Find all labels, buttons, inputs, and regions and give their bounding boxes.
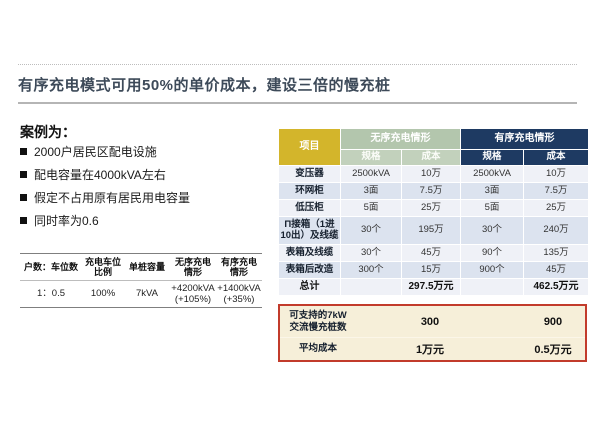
total-ordered-spec	[461, 279, 523, 295]
cost-header-row: 项目 无序充电情形 有序充电情形	[279, 129, 588, 165]
capacity-pile-capacity-value: 7kVA	[135, 288, 158, 300]
highlight-label: 可支持的7kW 交流慢充桩数	[289, 310, 347, 333]
capacity-ordered-value: +1400kVA (+35%)	[217, 282, 261, 305]
cost-row-meter-retrofit: 表箱后改造 300个 15万 900个 45万	[279, 262, 588, 278]
unordered-cost: 7.5万	[402, 183, 460, 199]
item-label: Π接箱（1进10出）及线缆	[279, 217, 340, 244]
highlight-ordered-value: 900	[543, 315, 563, 328]
item-label: 表箱及线缆	[279, 245, 340, 261]
unordered-spec: 30个	[341, 245, 401, 261]
item-label: 低压柜	[279, 200, 340, 216]
cost-row-meter-box: 表箱及线缆 30个 45万 90个 135万	[279, 245, 588, 261]
capacity-header-ordered: 有序充电 情形	[216, 253, 262, 281]
case-bullet: 同时率为0.6	[20, 212, 270, 229]
ordered-spec: 90个	[461, 245, 523, 261]
ordered-spec: 2500kVA	[461, 166, 523, 182]
cost-row-transformer: 变压器 2500kVA 10万 2500kVA 10万	[279, 166, 588, 182]
highlight-result-box: 可支持的7kW 交流慢充桩数 300 900 平均成本 1万元 0.5万元	[278, 304, 587, 362]
unordered-cost: 15万	[402, 262, 460, 278]
total-unordered-spec	[341, 279, 401, 295]
case-bullet: 配电容量在4000kVA左右	[20, 166, 270, 183]
highlight-ordered-value: 0.5万元	[534, 344, 572, 356]
case-bullet-label: 2000户居民区配电设施	[34, 145, 157, 159]
case-bullet-label: 同时率为0.6	[34, 214, 99, 228]
cost-row-junction-box: Π接箱（1进10出）及线缆 30个 195万 30个 240万	[279, 217, 588, 244]
unordered-cost: 10万	[402, 166, 460, 182]
case-bullet: 2000户居民区配电设施	[20, 143, 270, 160]
capacity-charge-ratio-value: 100%	[90, 288, 116, 300]
bullet-square-icon	[20, 148, 27, 155]
capacity-ratio-value: 1：0.5	[37, 288, 65, 300]
unordered-cost: 45万	[402, 245, 460, 261]
total-unordered-cost: 297.5万元	[402, 279, 460, 295]
ordered-cost: 240万	[524, 217, 588, 244]
cost-header-unordered: 无序充电情形	[341, 129, 460, 149]
cost-subheader-spec-ordered: 规格	[461, 150, 523, 165]
capacity-header-row: 户数：车位数 充电车位 比例 单桩容量 无序充电 情形 有序充电 情形	[20, 253, 262, 281]
highlight-row-average-cost: 平均成本 1万元 0.5万元	[280, 337, 585, 360]
total-ordered-cost: 462.5万元	[524, 279, 588, 295]
cost-subheader-cost-unordered: 成本	[402, 150, 460, 165]
capacity-summary-table: 户数：车位数 充电车位 比例 单桩容量 无序充电 情形 有序充电 情形 1：0.…	[20, 253, 262, 308]
highlight-unordered-value: 1万元	[415, 344, 445, 356]
ordered-spec: 5面	[461, 200, 523, 216]
highlight-unordered-value: 300	[420, 315, 440, 328]
cost-row-ring-cabinet: 环网柜 3面 7.5万 3面 7.5万	[279, 183, 588, 199]
capacity-data-row: 1：0.5 100% 7kVA +4200kVA (+105%) +1400kV…	[20, 281, 262, 308]
cost-comparison-table: 项目 无序充电情形 有序充电情形 规格 成本 规格 成本 变压器 2500kVA…	[278, 128, 589, 296]
ordered-cost: 10万	[524, 166, 588, 182]
item-label: 表箱后改造	[279, 262, 340, 278]
case-bullet-label: 配电容量在4000kVA左右	[34, 168, 166, 182]
unordered-spec: 300个	[341, 262, 401, 278]
ordered-spec: 30个	[461, 217, 523, 244]
cost-header-ordered: 有序充电情形	[461, 129, 588, 149]
case-bullet: 假定不占用原有居民用电容量	[20, 189, 270, 206]
capacity-header-ratio: 户数：车位数	[20, 253, 82, 281]
item-label: 环网柜	[279, 183, 340, 199]
highlight-label: 平均成本	[298, 343, 337, 355]
ordered-cost: 25万	[524, 200, 588, 216]
cost-row-total: 总计 297.5万元 462.5万元	[279, 279, 588, 295]
bullet-square-icon	[20, 171, 27, 178]
cost-subheader-row: 规格 成本 规格 成本	[279, 150, 588, 165]
unordered-spec: 5面	[341, 200, 401, 216]
bullet-square-icon	[20, 194, 27, 201]
case-heading: 案例为：	[20, 124, 76, 140]
capacity-unordered-value: +4200kVA (+105%)	[171, 282, 215, 305]
capacity-header-pile-capacity: 单桩容量	[124, 253, 170, 281]
cost-subheader-spec-unordered: 规格	[341, 150, 401, 165]
title-underline	[18, 102, 577, 104]
unordered-cost: 25万	[402, 200, 460, 216]
case-bullet-label: 假定不占用原有居民用电容量	[34, 191, 191, 205]
ordered-cost: 45万	[524, 262, 588, 278]
unordered-spec: 30个	[341, 217, 401, 244]
item-label: 变压器	[279, 166, 340, 182]
ordered-cost: 135万	[524, 245, 588, 261]
cost-subheader-cost-ordered: 成本	[524, 150, 588, 165]
ordered-cost: 7.5万	[524, 183, 588, 199]
ordered-spec: 900个	[461, 262, 523, 278]
top-dotted-rule	[18, 64, 577, 65]
cost-header-item: 项目	[279, 129, 340, 165]
cost-row-lv-cabinet: 低压柜 5面 25万 5面 25万	[279, 200, 588, 216]
total-label: 总计	[279, 279, 340, 295]
unordered-spec: 3面	[341, 183, 401, 199]
bullet-square-icon	[20, 217, 27, 224]
ordered-spec: 3面	[461, 183, 523, 199]
capacity-header-unordered: 无序充电 情形	[170, 253, 216, 281]
unordered-cost: 195万	[402, 217, 460, 244]
unordered-spec: 2500kVA	[341, 166, 401, 182]
capacity-header-charge-ratio: 充电车位 比例	[82, 253, 124, 281]
page-title: 有序充电模式可用50%的单价成本，建设三倍的慢充桩	[18, 77, 391, 94]
highlight-row-pile-count: 可支持的7kW 交流慢充桩数 300 900	[280, 306, 585, 337]
